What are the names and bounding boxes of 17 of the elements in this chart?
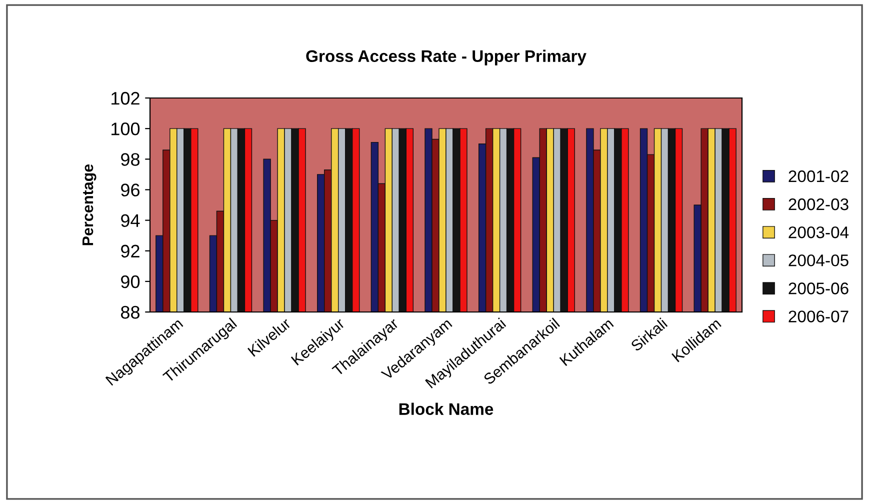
- y-tick-label: 94: [121, 214, 140, 228]
- legend-label: 2001-02: [788, 170, 848, 182]
- y-axis-title: Percentage: [82, 164, 96, 246]
- y-tick-label: 102: [112, 92, 140, 105]
- legend-label: 2006-07: [788, 310, 848, 322]
- y-tick-label: 98: [121, 153, 140, 166]
- y-tick-label: 88: [120, 306, 140, 319]
- chart-title: Gross Access Rate - Upper Primary: [306, 50, 586, 66]
- legend-label: 2002-03: [788, 198, 848, 210]
- y-tick-label: 92: [121, 244, 140, 258]
- legend-label: 2003-04: [788, 226, 849, 238]
- legend-label: 2005-06: [788, 282, 848, 294]
- y-tick-label: 96: [121, 184, 140, 196]
- y-tick-label: 90: [121, 275, 140, 288]
- x-axis-title: Block Name: [399, 402, 494, 415]
- legend-label: 2004-05: [788, 254, 848, 266]
- y-tick-label: 100: [112, 122, 140, 136]
